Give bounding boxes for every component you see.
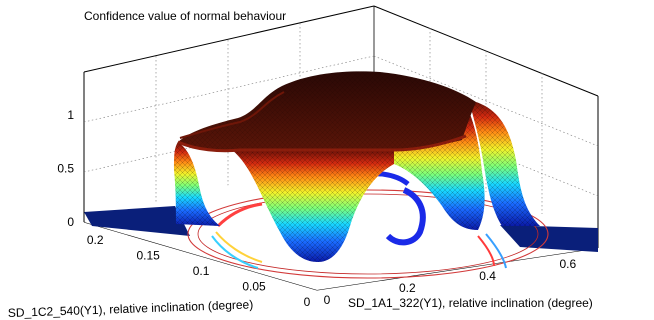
base-left [84, 206, 190, 236]
base-right [500, 225, 598, 252]
z-tick-label: 1 [67, 108, 74, 122]
surface-rim [177, 134, 467, 153]
x-tick-label: 0.4 [479, 269, 496, 283]
x-axis-label: SD_1A1_322(Y1), relative inclination (de… [348, 296, 593, 310]
y-tick-label: 0.05 [242, 280, 266, 294]
x-tick-label: 0.2 [399, 281, 416, 295]
z-tick-label: 0 [67, 215, 74, 229]
y-tick-label: 0.15 [136, 249, 160, 263]
y-tick-label: 0.1 [193, 264, 210, 278]
floor-contours [187, 171, 549, 279]
surface [174, 71, 540, 262]
y-axis-label: SD_1C2_540(Y1), relative inclination (de… [8, 297, 254, 320]
y-tick-label: 0 [304, 295, 311, 309]
x-tick-label: 0 [324, 293, 331, 307]
chart-title: Confidence value of normal behaviour [84, 9, 286, 23]
y-tick-label: 0.2 [87, 233, 104, 247]
x-tick-label: 0.6 [560, 257, 577, 271]
tick-labels: 0 0.5 1 0 0.05 0.1 0.15 0.2 0 0.2 0.4 0.6 [57, 108, 576, 309]
z-tick-label: 0.5 [57, 161, 74, 175]
